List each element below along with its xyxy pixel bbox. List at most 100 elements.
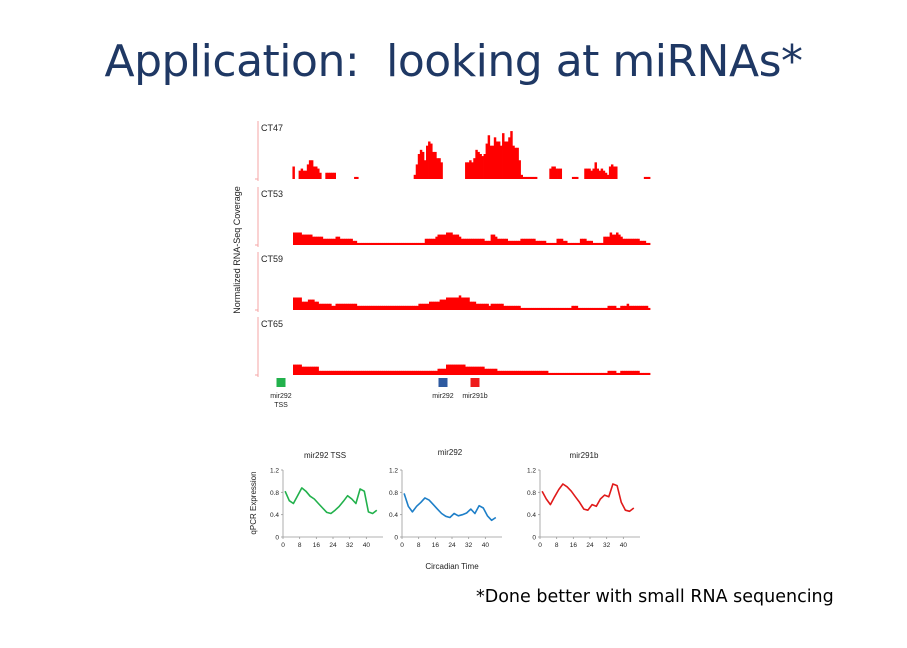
coverage-bar-CT53 [590,240,594,245]
coverage-bar-CT53 [541,240,545,245]
coverage-bar-CT47 [610,164,614,179]
coverage-bar-CT59 [480,303,483,310]
coverage-bar-CT53 [299,232,302,245]
coverage-bar-CT65 [307,366,311,375]
coverage-bar-CT53 [543,240,547,245]
coverage-bar-CT59 [533,307,536,310]
coverage-bar-CT65 [297,364,300,375]
coverage-bar-CT65 [475,366,479,375]
coverage-bar-CT53 [401,242,404,245]
coverage-bar-CT59 [412,305,415,310]
coverage-bar-CT65 [305,366,309,375]
coverage-bar-CT59 [314,301,317,310]
qpcr-series-line-0 [284,487,378,515]
coverage-bar-CT65 [526,370,530,375]
coverage-bar-CT65 [456,364,460,375]
coverage-bar-CT47 [312,166,316,179]
coverage-bar-CT53 [594,242,598,245]
marker-label-1: mir292 [432,393,454,400]
coverage-bar-CT65 [635,370,638,375]
coverage-bar-CT53 [329,238,332,245]
coverage-bar-CT59 [295,297,298,310]
coverage-bar-CT59 [592,307,596,310]
coverage-bar-CT59 [573,305,577,310]
coverage-bar-CT53 [446,232,449,245]
coverage-bar-CT53 [494,236,498,245]
coverage-bar-CT53 [331,238,334,245]
coverage-bar-CT59 [514,305,517,310]
coverage-bar-CT59 [550,307,553,310]
coverage-bar-CT47 [504,141,507,179]
coverage-bar-CT47 [471,162,474,179]
coverage-bar-CT53 [382,242,385,245]
coverage-bar-CT59 [488,305,492,310]
coverage-bar-CT47 [317,168,320,179]
coverage-bar-CT59 [437,301,441,310]
coverage-bar-CT65 [350,370,353,375]
coverage-bar-CT65 [639,372,642,375]
qpcr-y-tick-label: 0.4 [270,512,279,519]
track-label-CT59: CT59 [261,254,283,264]
coverage-bar-CT53 [369,242,373,245]
coverage-bar-CT53 [484,240,487,245]
coverage-bar-CT53 [567,242,570,245]
coverage-bar-CT65 [375,370,379,375]
coverage-bar-CT53 [509,240,513,245]
coverage-bar-CT53 [528,238,532,245]
coverage-bar-CT65 [422,370,426,375]
coverage-bar-CT47 [526,176,530,179]
coverage-bar-CT53 [327,238,330,245]
coverage-bar-CT59 [395,305,398,310]
coverage-bar-CT59 [477,303,481,310]
coverage-bar-CT65 [369,370,373,375]
qpcr-series-line-1 [403,493,497,522]
coverage-bar-CT53 [435,236,438,245]
coverage-bar-CT65 [539,370,543,375]
coverage-bar-CT59 [378,305,381,310]
coverage-bar-CT47 [499,145,503,179]
coverage-bar-CT47 [584,168,587,179]
coverage-bar-CT53 [596,242,600,245]
coverage-bar-CT59 [329,303,332,310]
coverage-bar-CT65 [590,372,594,375]
coverage-bar-CT65 [439,368,443,375]
coverage-bar-CT65 [562,372,566,375]
coverage-bar-CT59 [571,305,574,310]
coverage-bar-CT53 [616,232,619,245]
coverage-bar-CT59 [622,305,625,310]
coverage-bar-CT47 [428,141,431,179]
coverage-bar-CT65 [522,370,526,375]
coverage-bar-CT65 [511,370,515,375]
coverage-bar-CT65 [507,370,511,375]
coverage-bar-CT65 [579,372,583,375]
coverage-bar-CT59 [635,305,638,310]
coverage-bar-CT53 [324,238,328,245]
coverage-bar-CT53 [399,242,402,245]
coverage-bar-CT59 [594,307,598,310]
coverage-bar-CT59 [541,307,545,310]
coverage-bar-CT59 [333,305,336,310]
coverage-bar-CT65 [560,372,564,375]
coverage-bar-CT59 [616,307,619,310]
coverage-bar-CT59 [605,307,608,310]
coverage-bar-CT65 [633,370,636,375]
coverage-bar-CT53 [380,242,383,245]
coverage-bar-CT59 [626,303,630,310]
coverage-bar-CT47 [559,168,563,179]
coverage-bar-CT59 [548,307,551,310]
coverage-bar-CT65 [299,364,302,375]
coverage-bar-CT65 [463,364,466,375]
coverage-bar-CT53 [501,238,504,245]
coverage-bar-CT47 [514,147,517,179]
coverage-bar-CT59 [435,301,438,310]
qpcr-y-tick-label: 0.4 [389,512,398,519]
coverage-bar-CT59 [433,301,436,310]
coverage-bar-CT65 [452,364,455,375]
coverage-bar-CT65 [429,370,432,375]
coverage-bar-CT47 [436,158,439,179]
coverage-bar-CT65 [488,368,492,375]
coverage-bar-CT59 [346,303,349,310]
coverage-bar-CT65 [509,370,513,375]
coverage-bar-CT53 [626,238,630,245]
coverage-bar-CT65 [630,370,634,375]
